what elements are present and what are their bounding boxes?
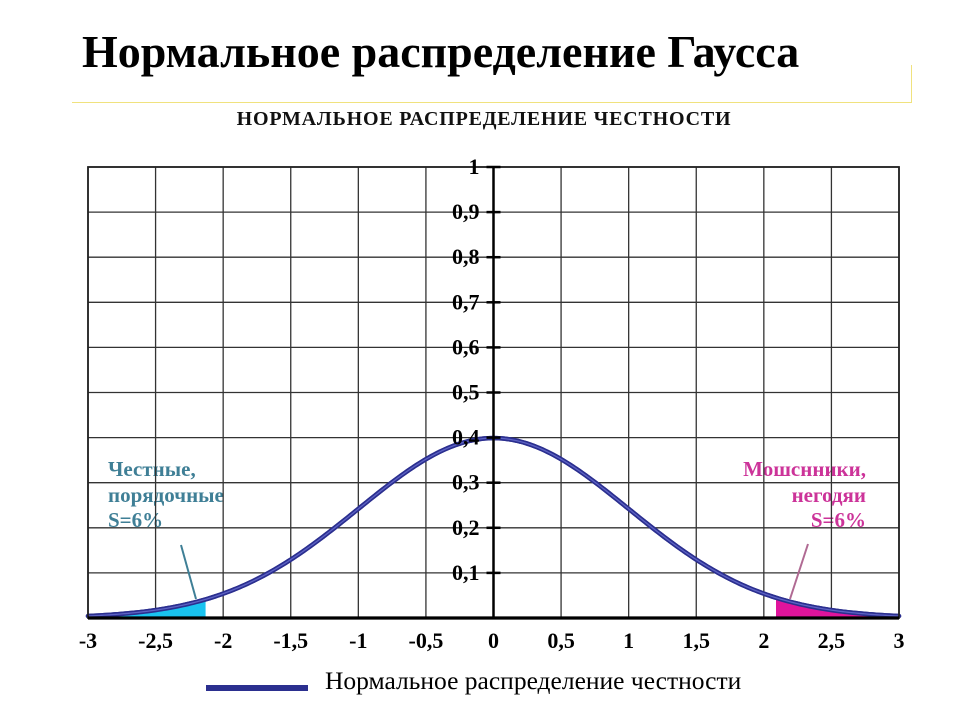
- svg-text:0,5: 0,5: [452, 380, 480, 405]
- svg-text:0,5: 0,5: [547, 628, 575, 653]
- svg-text:0,9: 0,9: [452, 199, 480, 224]
- svg-text:-1,5: -1,5: [273, 628, 308, 653]
- svg-text:0,1: 0,1: [452, 560, 480, 585]
- svg-text:1: 1: [623, 628, 634, 653]
- svg-text:1,5: 1,5: [683, 628, 711, 653]
- svg-text:-2,5: -2,5: [138, 628, 173, 653]
- svg-text:0: 0: [488, 628, 499, 653]
- svg-text:0,7: 0,7: [452, 289, 480, 314]
- svg-text:0,3: 0,3: [452, 470, 480, 495]
- svg-text:-0,5: -0,5: [409, 628, 444, 653]
- svg-text:0,8: 0,8: [452, 244, 480, 269]
- svg-text:-3: -3: [79, 628, 97, 653]
- svg-text:-2: -2: [214, 628, 232, 653]
- svg-text:0,2: 0,2: [452, 515, 480, 540]
- svg-text:0,6: 0,6: [452, 334, 480, 359]
- svg-text:0,4: 0,4: [452, 425, 480, 450]
- svg-text:2,5: 2,5: [818, 628, 846, 653]
- svg-text:-1: -1: [349, 628, 367, 653]
- svg-text:2: 2: [758, 628, 769, 653]
- svg-text:1: 1: [469, 154, 480, 179]
- svg-text:3: 3: [894, 628, 905, 653]
